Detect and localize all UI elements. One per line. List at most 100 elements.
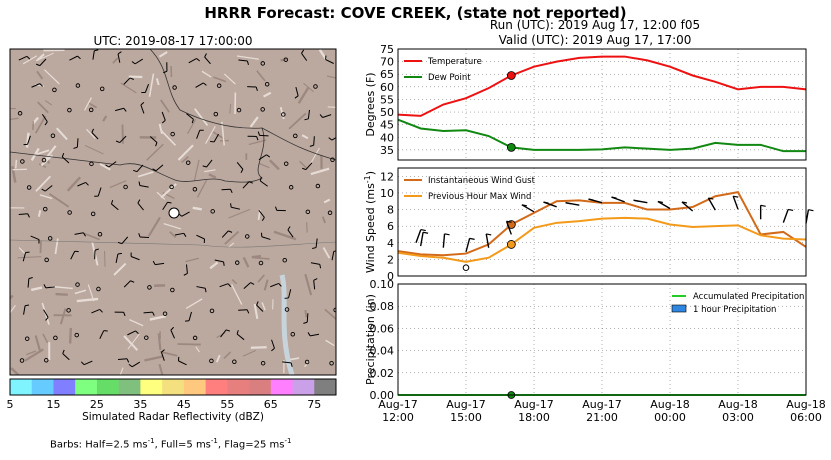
calm-wind-marker <box>281 112 286 117</box>
y-axis-label: Wind Speed (ms-1) <box>363 171 377 273</box>
wind-barb-flag <box>271 347 275 352</box>
wind-barb-flag <box>73 146 78 149</box>
wind-barb-flag <box>155 142 158 147</box>
wind-barb-flag <box>35 63 41 67</box>
wind-barb <box>188 311 192 321</box>
terrain-ridge <box>205 125 216 144</box>
terrain-ridge <box>84 145 104 155</box>
terrain-ridge <box>146 143 164 161</box>
terrain-ridge <box>22 55 37 65</box>
calm-wind-marker <box>260 61 266 66</box>
wind-barb <box>139 184 149 188</box>
wind-barb <box>707 197 716 211</box>
wind-barb-flag <box>91 128 95 133</box>
wind-barb <box>442 233 446 248</box>
wind-barb <box>178 360 187 366</box>
wind-barb <box>41 113 48 123</box>
wind-barb-flag <box>28 276 33 280</box>
run-time: Run (UTC): 2019 Aug 17, 12:00 f05 <box>489 18 701 32</box>
calm-wind-marker <box>339 287 343 291</box>
wind-barb-flag <box>657 200 663 204</box>
wind-barb-flag <box>304 118 309 121</box>
terrain-ridge <box>24 348 44 362</box>
terrain-ridge <box>177 343 201 346</box>
wind-barb <box>136 164 144 173</box>
terrain-ridge <box>195 346 200 353</box>
terrain-ridge <box>231 279 238 285</box>
wind-barb <box>155 262 165 266</box>
y-tick-label: 0.10 <box>370 278 395 291</box>
wind-barb <box>310 262 320 265</box>
barb-note-mid1: , Full=5 ms <box>154 439 211 451</box>
calm-wind-marker <box>236 107 242 113</box>
wind-barb <box>23 305 26 315</box>
wind-barb-flag <box>77 55 81 60</box>
colorbar-segment <box>162 379 185 395</box>
colorbar-segment <box>183 379 206 395</box>
calm-wind-marker <box>26 185 32 190</box>
calm-wind-marker <box>462 264 470 271</box>
y-tick-label: 8 <box>387 204 394 217</box>
calm-wind-marker <box>313 84 318 89</box>
x-tick-label: 12:00 <box>382 411 414 424</box>
terrain-ridge <box>242 256 250 268</box>
wind-barb-flag <box>257 131 260 136</box>
terrain-ridge <box>221 121 225 146</box>
wind-barb-flag <box>259 177 262 182</box>
county-boundary <box>10 49 265 183</box>
legend-label: Previous Hour Max Wind <box>428 192 531 202</box>
wind-barb-flag <box>138 233 141 238</box>
wind-barb <box>115 253 119 263</box>
calm-wind-marker <box>260 360 266 366</box>
wind-barb-flag <box>266 154 271 158</box>
terrain-ridge <box>36 70 44 80</box>
calm-wind-marker <box>97 232 103 237</box>
y-tick-label: 0.06 <box>370 322 395 335</box>
calm-wind-marker <box>96 286 101 292</box>
y-axis-label: Degrees (F) <box>364 72 377 136</box>
terrain-ridge <box>86 128 96 139</box>
terrain-ridge <box>253 256 270 260</box>
calm-wind-marker <box>169 184 174 190</box>
wind-barb-flag <box>62 349 65 354</box>
terrain-ridge <box>55 292 68 296</box>
wind-barb-flag <box>301 167 307 171</box>
wind-barb <box>70 251 76 260</box>
wind-barb <box>149 136 158 143</box>
terrain-ridge <box>30 286 43 292</box>
wind-barb <box>39 58 47 66</box>
wind-barb-flag <box>196 58 201 62</box>
terrain-ridge <box>109 180 127 189</box>
wind-barb-flag <box>486 233 492 236</box>
wind-barb <box>69 55 78 61</box>
wind-barb <box>238 59 248 62</box>
wind-barb-flag <box>240 169 244 173</box>
wind-barb <box>18 213 28 216</box>
colorbar-segment <box>140 379 163 395</box>
terrain-ridge <box>201 70 212 78</box>
terrain-ridge <box>159 350 178 357</box>
wind-barb <box>236 333 245 341</box>
wind-barb <box>315 238 318 248</box>
terrain-ridge <box>149 315 167 321</box>
terrain-ridge <box>257 274 265 283</box>
terrain-ridge <box>17 256 42 259</box>
wind-barb-flag <box>230 203 232 208</box>
wind-barb <box>174 232 184 236</box>
calm-wind-marker <box>89 161 94 167</box>
terrain-ridge <box>138 171 154 178</box>
terrain-ridge <box>236 55 259 60</box>
wind-barb <box>99 330 105 339</box>
wind-barb <box>220 329 227 338</box>
colorbar-segment <box>249 379 272 395</box>
terrain-ridge <box>193 159 200 181</box>
wind-barb <box>27 278 30 288</box>
terrain-ridge <box>39 194 53 200</box>
calm-wind-marker <box>170 287 175 293</box>
wind-barb-flag <box>152 260 156 265</box>
wind-barb <box>161 111 166 121</box>
panel-2: Wind Speed (ms-1) <box>363 167 814 277</box>
colorbar-segment <box>53 379 76 395</box>
terrain-ridge <box>10 304 16 314</box>
